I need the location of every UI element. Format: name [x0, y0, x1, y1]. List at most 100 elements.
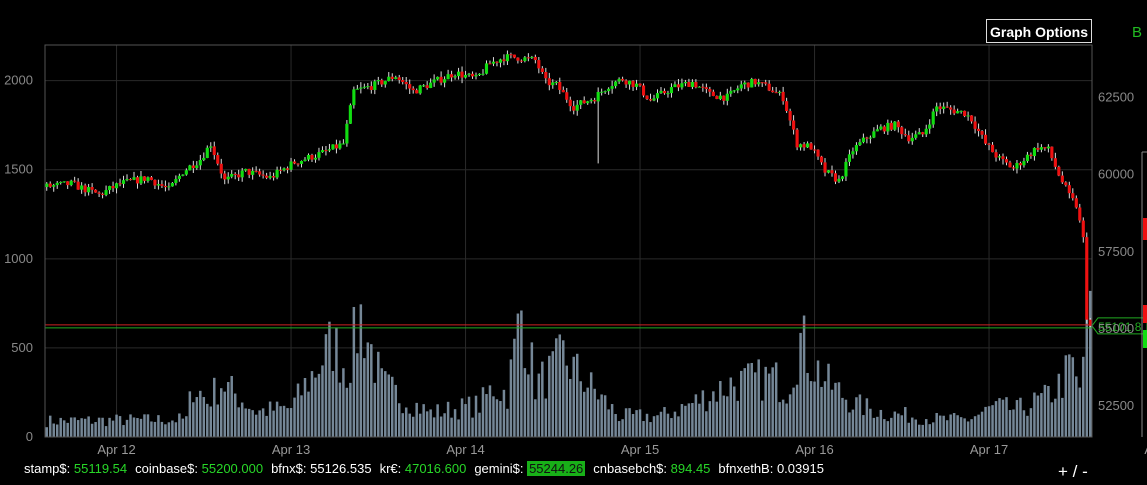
candle-body	[980, 131, 984, 135]
volume-bar	[492, 396, 495, 437]
volume-bar	[345, 387, 349, 437]
left-axis-tick-label: 1000	[4, 251, 33, 266]
candle-body	[181, 174, 185, 176]
candle-body	[722, 95, 726, 101]
candle-body	[313, 157, 318, 160]
candle-body	[903, 134, 907, 136]
candle-body	[683, 81, 687, 84]
candle-body	[628, 80, 632, 85]
ticker-item: kr€: 47016.600	[380, 461, 467, 476]
volume-bar	[380, 368, 384, 437]
candle-body	[987, 143, 991, 145]
candle-body	[596, 91, 600, 102]
candle-body	[844, 161, 848, 177]
candle-body	[303, 159, 307, 161]
candle-body	[76, 181, 80, 190]
volume-bar	[136, 418, 139, 437]
volume-bar	[551, 351, 555, 437]
volume-bar	[904, 407, 907, 437]
plot-frame	[44, 44, 1147, 438]
candle-body	[212, 146, 216, 156]
volume-bar	[785, 403, 788, 437]
volume-bar	[404, 407, 408, 437]
zoom-in-button[interactable]: +	[1058, 462, 1068, 481]
x-axis-tick-label: Apr 14	[446, 442, 484, 457]
volume-bar	[736, 400, 740, 437]
side-panel-candle	[1143, 218, 1147, 240]
candle-body	[582, 100, 586, 104]
volume-bar	[935, 413, 938, 437]
volume-bar	[397, 403, 401, 437]
candle-body	[512, 54, 516, 58]
volume-bar	[806, 372, 809, 437]
volume-bar	[401, 413, 404, 437]
volume-bar	[450, 417, 453, 437]
volume-bar	[366, 342, 370, 437]
candle-body	[390, 76, 394, 79]
volume-bar	[139, 418, 143, 437]
candle-body	[851, 151, 855, 155]
volume-bar	[652, 416, 656, 437]
volume-bar	[527, 374, 530, 437]
volume-bar	[645, 413, 649, 437]
candle-body	[118, 183, 122, 185]
volume-bar	[799, 332, 802, 437]
candle-body	[153, 179, 157, 186]
volume-bar	[97, 417, 101, 437]
x-axis-tick-label: Apr 17	[970, 442, 1008, 457]
candle-body	[949, 107, 953, 110]
candle-body	[467, 73, 471, 75]
candle-body	[750, 78, 754, 88]
candle-body	[882, 126, 886, 132]
candle-body	[921, 132, 925, 135]
candle-body	[244, 168, 248, 171]
volume-bar	[178, 413, 181, 437]
volume-bar	[436, 404, 439, 437]
volume-bar	[240, 402, 244, 437]
candle-body	[432, 79, 436, 83]
candle-body	[114, 183, 119, 189]
volume-bar	[387, 374, 391, 437]
volume-bar	[125, 419, 129, 437]
volume-bar	[502, 389, 506, 437]
candle-body	[359, 87, 363, 89]
candle-body	[139, 176, 143, 184]
volume-bar	[603, 395, 607, 437]
volume-bar	[73, 417, 76, 437]
volume-bar	[251, 410, 254, 437]
volume-bar	[1001, 399, 1005, 437]
ticker-value: 55200.000	[201, 461, 264, 476]
candle-body	[310, 154, 314, 160]
zoom-out-button[interactable]: -	[1082, 462, 1088, 481]
volume-bar	[356, 353, 359, 437]
volume-bar	[150, 421, 153, 437]
candle-body	[802, 144, 806, 148]
candle-body	[743, 82, 747, 85]
candle-body	[579, 100, 583, 105]
graph-options-button[interactable]: Graph Options	[986, 19, 1092, 43]
x-axis-tick-label: Apr 16	[795, 442, 833, 457]
candle-body	[994, 152, 998, 158]
volume-bar	[966, 421, 970, 437]
candle-body	[230, 173, 234, 177]
volume-bar	[478, 412, 481, 437]
candle-body	[97, 192, 101, 194]
candle-body	[729, 90, 733, 94]
volume-bar	[185, 416, 188, 437]
volume-bar	[596, 399, 600, 437]
candle-body	[523, 57, 527, 62]
volume-bar	[488, 385, 492, 437]
ticker-item: gemini$: 55244.26	[474, 461, 586, 476]
volume-bar	[631, 414, 635, 437]
candle-body	[275, 169, 279, 178]
left-axis-tick-label: 1500	[4, 162, 33, 177]
candle-body	[655, 93, 660, 99]
volume-bar	[628, 408, 631, 437]
candle-body	[184, 170, 188, 175]
candle-body	[778, 91, 782, 93]
volume-bar	[897, 413, 900, 437]
left-axis-tick-label: 2000	[4, 73, 33, 88]
volume-bar	[764, 366, 767, 437]
side-panel-candle	[1143, 330, 1147, 348]
